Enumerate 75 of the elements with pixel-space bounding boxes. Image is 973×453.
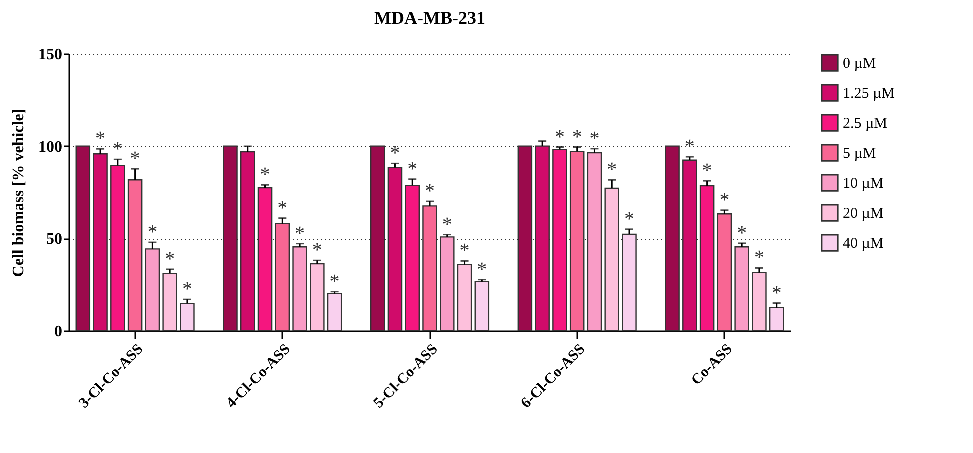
bar — [370, 146, 386, 332]
y-tick-label: 150 — [38, 46, 62, 64]
data-label: * — [607, 159, 618, 182]
legend-label: 5 µM — [843, 146, 876, 162]
data-label: * — [720, 189, 730, 212]
bar — [457, 264, 472, 332]
bar — [752, 272, 767, 332]
bar — [717, 214, 732, 332]
data-label: * — [590, 128, 600, 150]
bar — [180, 303, 195, 332]
data-label: * — [96, 128, 106, 150]
bar — [162, 272, 178, 332]
bar — [422, 206, 438, 332]
bar — [604, 188, 620, 332]
data-label: * — [278, 197, 288, 220]
legend-label: 10 µM — [843, 176, 884, 192]
data-label: * — [408, 158, 418, 180]
data-label: * — [702, 160, 712, 182]
y-tick-label: 100 — [38, 138, 62, 156]
data-label: * — [295, 222, 306, 245]
data-label: * — [737, 222, 748, 244]
bar — [535, 146, 550, 332]
data-label: * — [572, 126, 582, 148]
bar — [518, 146, 533, 332]
y-tick-label: 0 — [54, 324, 62, 340]
bar — [700, 185, 715, 332]
data-label: * — [754, 247, 764, 270]
data-label: * — [684, 136, 695, 158]
data-label: * — [312, 240, 322, 262]
y-tick-label: 50 — [46, 231, 62, 248]
data-label: * — [165, 248, 176, 271]
bar — [665, 146, 680, 332]
bar — [292, 246, 308, 332]
legend-label: 2.5 µM — [843, 116, 888, 132]
bar — [93, 153, 108, 332]
data-label: * — [390, 142, 400, 165]
data-label: * — [330, 270, 340, 293]
bar — [405, 185, 420, 332]
legend-label: 40 µM — [843, 236, 884, 252]
data-label: * — [460, 240, 470, 262]
bar — [110, 165, 126, 332]
bar — [223, 146, 238, 332]
bar — [310, 263, 325, 332]
bar — [388, 167, 403, 332]
bar — [474, 281, 490, 332]
bar — [128, 180, 143, 332]
data-label: * — [772, 282, 782, 304]
data-label: * — [425, 180, 435, 203]
bar — [76, 146, 91, 332]
legend-label: 20 µM — [843, 206, 884, 222]
bar — [570, 151, 585, 332]
data-label: * — [130, 148, 140, 170]
chart-title: MDA-MB-231 — [374, 8, 486, 28]
bar — [275, 223, 290, 332]
data-label: * — [182, 278, 192, 301]
data-label: * — [624, 208, 635, 230]
bar — [682, 160, 698, 332]
legend-label: 1.25 µM — [843, 86, 895, 102]
data-label: * — [554, 126, 565, 148]
bar — [440, 236, 455, 332]
bar — [552, 149, 568, 332]
bar — [622, 234, 637, 332]
bar — [769, 307, 784, 332]
bar — [327, 293, 342, 332]
bar — [145, 248, 160, 332]
data-label: * — [112, 138, 123, 161]
bar — [587, 152, 602, 332]
y-axis-title: Cell biomass [% vehicle] — [10, 108, 28, 278]
data-label: * — [148, 222, 158, 244]
bar — [240, 151, 256, 332]
bar — [734, 246, 750, 332]
data-label: * — [260, 164, 270, 186]
data-label: * — [442, 214, 452, 236]
data-label: * — [477, 258, 488, 281]
legend-label: 0 µM — [843, 56, 876, 72]
